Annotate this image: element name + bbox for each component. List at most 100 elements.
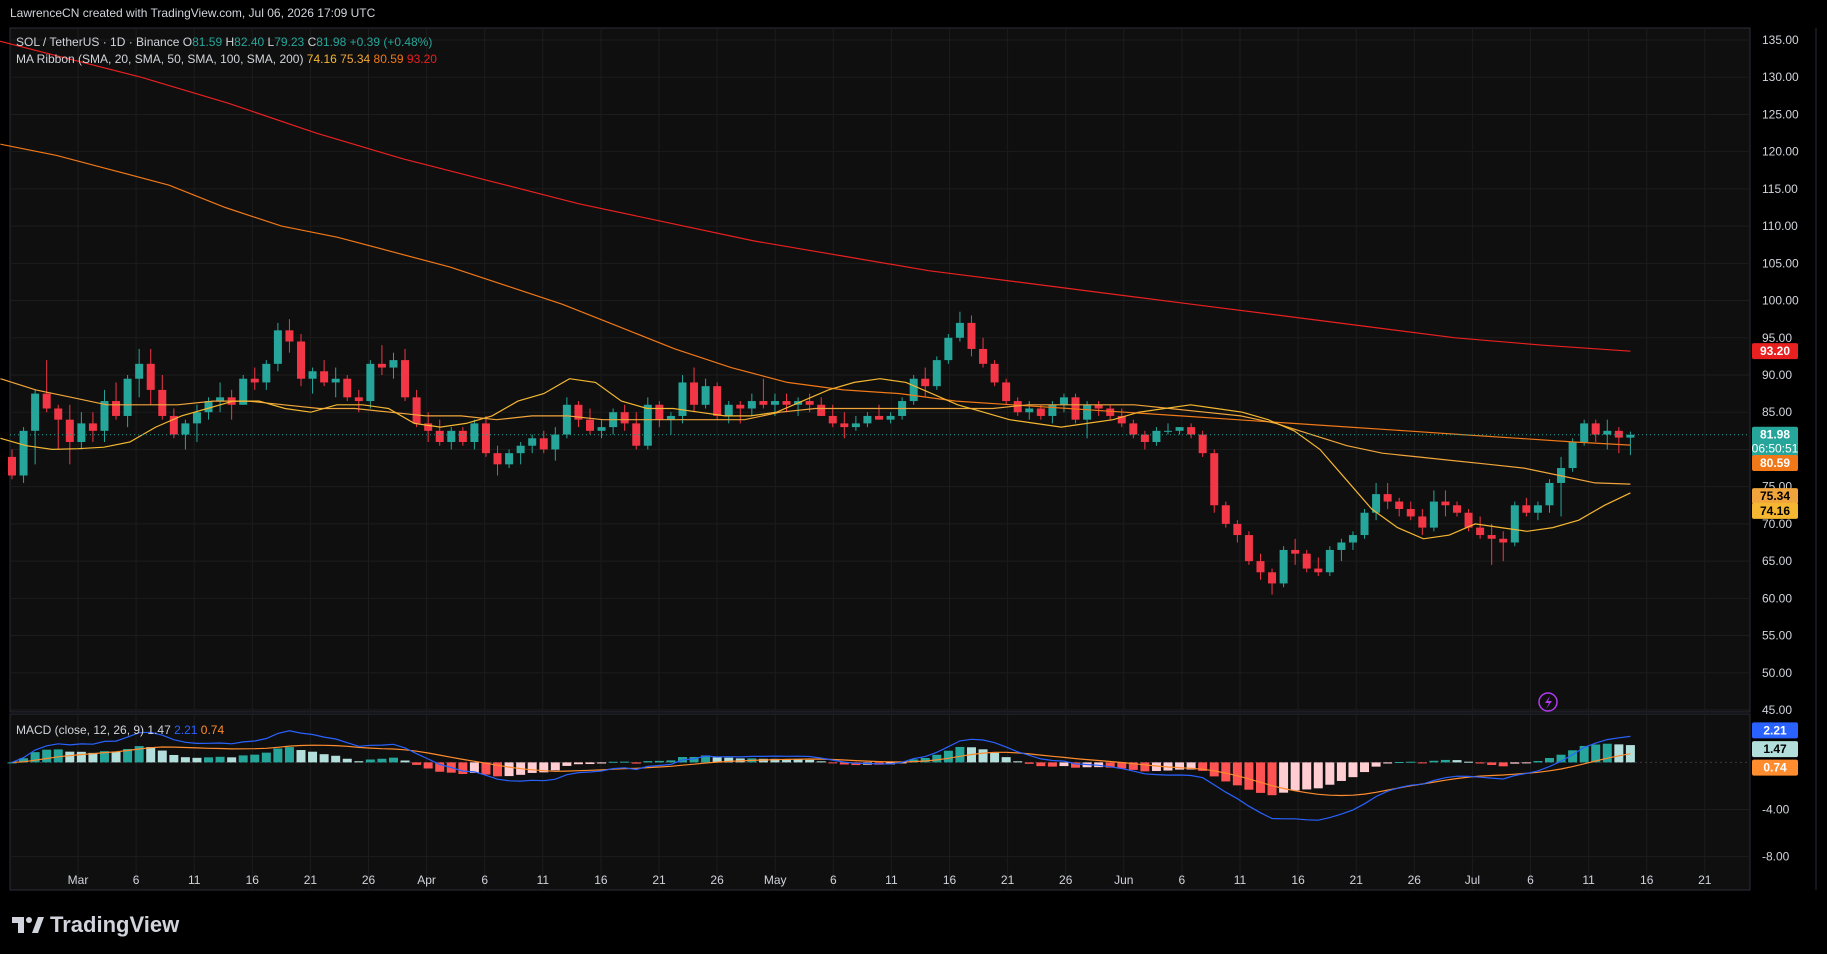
candle-body <box>586 419 594 431</box>
candle-body <box>354 397 363 402</box>
macd-histogram-bar <box>1071 762 1081 768</box>
candle-body <box>528 438 537 446</box>
candle-body <box>88 423 97 431</box>
candle-body <box>1453 505 1461 513</box>
macd-histogram-bar <box>839 762 849 765</box>
macd-histogram-bar <box>180 757 190 763</box>
macd-badge-value: 0.74 <box>1763 761 1787 775</box>
candle-body <box>690 382 699 405</box>
time-tick-label: 16 <box>1291 873 1305 887</box>
candle-body <box>1337 542 1346 550</box>
candle-body <box>1522 505 1531 513</box>
candle-body <box>863 415 872 424</box>
candle-body <box>100 401 109 431</box>
macd-histogram-bar <box>654 760 664 763</box>
macd-histogram-bar <box>354 761 364 763</box>
macd-histogram-bar <box>1255 762 1265 793</box>
macd-histogram-bar <box>1510 762 1520 764</box>
macd-histogram-bar <box>585 762 595 765</box>
macd-histogram-bar <box>1429 760 1439 763</box>
macd-histogram-bar <box>99 751 109 763</box>
candle-body <box>1002 382 1011 402</box>
candle-body <box>1244 535 1253 562</box>
candle-body <box>204 401 213 413</box>
lightning-icon <box>1538 692 1558 712</box>
macd-legend: MACD (close, 12, 26, 9) 1.47 2.21 0.74 <box>16 723 224 737</box>
candle-body <box>1464 512 1473 528</box>
macd-histogram-bar <box>1290 762 1300 791</box>
candle-body <box>273 330 282 364</box>
candle-body <box>1187 427 1196 435</box>
candle-body <box>1429 501 1438 528</box>
macd-histogram-bar <box>250 754 260 763</box>
candle-body <box>701 386 710 405</box>
macd-histogram-bar <box>342 758 352 763</box>
macd-histogram-bar <box>134 746 144 763</box>
candle-body <box>1164 430 1172 432</box>
candle-body <box>1129 423 1138 435</box>
candle-body <box>666 415 675 420</box>
tradingview-brand[interactable]: TradingView <box>12 912 179 938</box>
macd-histogram-bar <box>643 761 653 763</box>
candle-body <box>1383 494 1392 502</box>
candle-body <box>424 423 433 431</box>
candle-body <box>169 415 178 435</box>
macd-histogram-bar <box>1394 762 1404 764</box>
candle-body <box>1626 434 1635 438</box>
macd-histogram-bar <box>412 762 422 765</box>
candle-body <box>840 423 849 428</box>
candle-body <box>1083 404 1092 420</box>
price-badge <box>1752 502 1798 519</box>
price-tick-label: 105.00 <box>1762 256 1799 270</box>
time-tick-label: 16 <box>1640 873 1654 887</box>
macd-histogram-bar <box>238 755 248 763</box>
macd-histogram-bar <box>1568 750 1578 763</box>
time-tick-label: 26 <box>1059 873 1073 887</box>
candle-body <box>1476 527 1485 536</box>
macd-histogram-bar <box>1348 762 1358 778</box>
macd-histogram-bar <box>157 750 167 763</box>
macd-histogram-bar <box>1232 762 1242 786</box>
candle-body <box>736 404 745 409</box>
candle-body <box>77 423 86 442</box>
macd-histogram-bar <box>7 762 17 764</box>
macd-histogram-bar <box>770 758 780 763</box>
macd-histogram-bar <box>689 756 699 763</box>
macd-histogram-bar <box>1244 762 1254 790</box>
macd-histogram-bar <box>88 752 98 763</box>
candle-body <box>401 360 410 398</box>
candle-body <box>967 322 976 349</box>
candle-body <box>1117 415 1126 424</box>
macd-histogram-bar <box>169 754 179 763</box>
candle-body <box>1210 453 1219 506</box>
macd-histogram-bar <box>816 761 826 763</box>
macd-histogram-bar <box>261 752 271 763</box>
candle-body <box>574 404 583 420</box>
macd-histogram-bar <box>724 757 734 763</box>
macd-histogram-bar <box>1602 743 1612 763</box>
time-tick-label: 16 <box>943 873 957 887</box>
candle-body <box>481 423 490 454</box>
candle-body <box>782 401 791 405</box>
macd-histogram-bar <box>920 757 930 763</box>
macd-histogram-bar <box>527 762 537 773</box>
macd-histogram-bar <box>1614 744 1624 763</box>
macd-histogram-bar <box>701 755 711 763</box>
macd-badge <box>1752 722 1798 739</box>
time-tick-label: 6 <box>481 873 488 887</box>
candle-body <box>713 386 722 416</box>
candle-body <box>389 360 398 368</box>
time-tick-label: 6 <box>133 873 140 887</box>
macd-histogram-bar <box>805 759 815 763</box>
candle-body <box>562 404 571 435</box>
candle-body <box>1268 572 1277 584</box>
price-tick-label: 90.00 <box>1762 368 1792 382</box>
price-badge-value: 80.59 <box>1760 456 1790 470</box>
candle-body <box>1152 430 1161 442</box>
macd-histogram-bar <box>1591 744 1601 763</box>
macd-histogram-bar <box>388 757 398 763</box>
candle-body <box>112 401 121 416</box>
macd-histogram-bar <box>435 762 445 772</box>
candle-body <box>909 378 918 402</box>
